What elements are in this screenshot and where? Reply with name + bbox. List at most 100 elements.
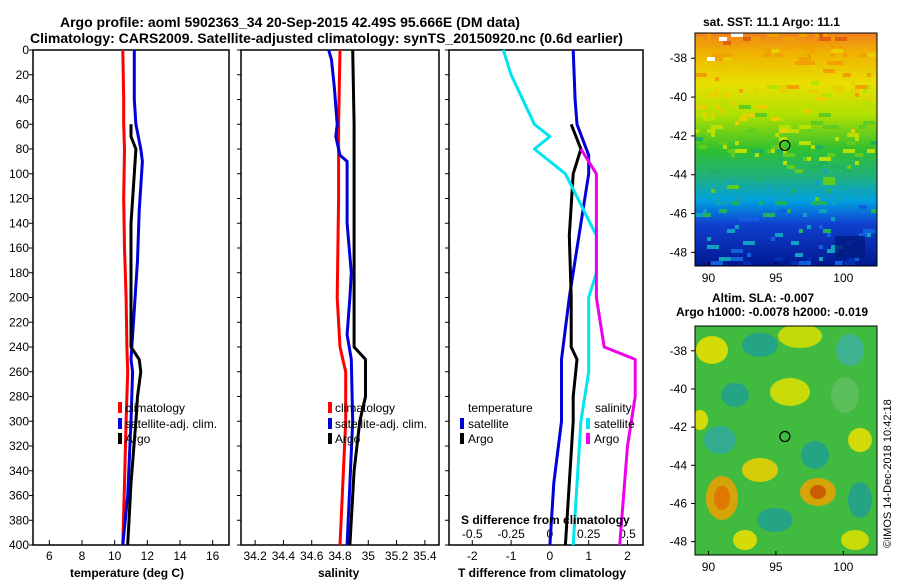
- sst-pixel: [795, 61, 807, 65]
- sla-anomaly: [848, 482, 872, 518]
- sst-pixel: [799, 57, 811, 61]
- s-difference-tick-label: -0.25: [497, 527, 525, 541]
- sst-pixel: [847, 165, 851, 169]
- depth-tick-label: 220: [9, 315, 29, 329]
- series-line-satellite-adj-clim-: [327, 49, 355, 546]
- sst-pixel: [855, 257, 859, 261]
- temperature-legend: climatology satellite-adj. clim. Argo: [118, 401, 217, 446]
- legend-label-climatology: climatology: [335, 401, 395, 415]
- sst-pixel: [779, 125, 791, 129]
- legend-swatch-t-satellite: [460, 418, 464, 429]
- legend-swatch-t-argo: [460, 433, 464, 444]
- sst-pixel: [719, 257, 731, 261]
- sst-pixel: [851, 129, 855, 133]
- legend-label-argo: Argo: [335, 432, 361, 446]
- depth-tick-label: 0: [22, 43, 29, 57]
- sst-pixel: [863, 229, 875, 233]
- sst-pixel: [855, 93, 859, 97]
- sst-pixel: [783, 45, 791, 49]
- lat-tick-label: -44: [670, 458, 688, 472]
- sst-pixel: [831, 45, 835, 49]
- sst-pixel: [703, 213, 711, 217]
- sla-anomaly: [742, 458, 778, 482]
- sst-pixel: [831, 201, 835, 205]
- sst-pixel: [819, 37, 831, 41]
- lat-tick-label: -38: [670, 344, 688, 358]
- sst-pixel: [719, 37, 727, 41]
- legend-swatch-argo: [328, 433, 332, 444]
- difference-series: [501, 49, 637, 546]
- sst-pixel: [731, 249, 743, 253]
- sst-pixel: [799, 261, 811, 265]
- argo-location-marker: [779, 430, 791, 443]
- sst-pixel: [855, 85, 867, 89]
- sst-pixel: [707, 237, 711, 241]
- x-tick-label: 34.6: [300, 549, 324, 563]
- sst-pixel: [819, 161, 827, 165]
- sst-pixel: [779, 209, 787, 213]
- sst-pixel: [779, 197, 783, 201]
- sst-pixel: [851, 89, 859, 93]
- sst-pixel: [739, 89, 743, 93]
- sst-pixel: [863, 89, 867, 93]
- sst-pixel: [787, 129, 799, 133]
- legend-swatch-satellite: [328, 418, 332, 429]
- legend-label-t-argo: Argo: [468, 432, 494, 446]
- sst-pixel: [779, 137, 787, 141]
- sla-map-frame: [694, 325, 878, 556]
- sla-map-title: Altim. SLA: -0.007: [712, 291, 814, 305]
- x-tick-label: 35: [362, 549, 376, 563]
- depth-tick-labels: 0 20 40 60 80 100 120 140 160 180 200 220 240 260 280 3…: [9, 43, 449, 552]
- sst-pixel: [727, 229, 735, 233]
- sst-pixel: [795, 169, 803, 173]
- sst-pixel: [739, 117, 747, 121]
- sst-pixel: [703, 117, 715, 121]
- sst-pixel: [707, 93, 719, 97]
- depth-tick-label: 200: [9, 291, 29, 305]
- sla-anomaly: [733, 530, 757, 550]
- sst-pixel: [735, 141, 739, 145]
- x-tick-label: 1: [585, 549, 592, 563]
- x-tick-label: 0: [547, 549, 554, 563]
- depth-tick-label: 180: [9, 266, 29, 280]
- sst-pixel: [859, 53, 871, 57]
- x-tick-label: 10: [108, 549, 122, 563]
- sla-map-subtitle: Argo h1000: -0.0078 h2000: -0.019: [676, 305, 868, 319]
- sst-map-latitude-labels: -38 -40 -42 -44 -46 -48: [670, 51, 695, 259]
- sst-pixel: [711, 113, 715, 117]
- sst-pixel: [767, 185, 771, 189]
- sst-pixel: [819, 209, 827, 213]
- sst-pixel: [855, 157, 859, 161]
- sst-pixel: [751, 37, 759, 41]
- lat-tick-label: -42: [670, 129, 688, 143]
- sst-pixel: [823, 69, 835, 73]
- sst-pixel: [715, 105, 719, 109]
- sst-pixel: [735, 197, 743, 201]
- sst-pixel: [771, 145, 783, 149]
- sst-cold-patch: [835, 236, 865, 258]
- lat-tick-label: -48: [670, 535, 688, 549]
- lat-tick-label: -44: [670, 168, 688, 182]
- series-line-temperature-satellite: [548, 49, 591, 546]
- sst-pixel: [807, 225, 811, 229]
- sla-anomaly: [770, 378, 810, 406]
- lat-tick-label: -42: [670, 420, 688, 434]
- credit-text: ©IMOS 14-Dec-2018 10:42:18: [882, 399, 894, 548]
- lat-tick-label: -40: [670, 382, 688, 396]
- sst-pixel: [831, 49, 843, 53]
- difference-panel: -2 -1 0 1 2 -0.5 -0.25 0 0.25 0.5 S difference f…: [448, 49, 644, 580]
- sst-pixel: [771, 237, 775, 241]
- sst-pixel: [807, 57, 811, 61]
- sst-pixel: [831, 165, 843, 169]
- sst-pixel: [811, 121, 823, 125]
- salinity-legend: climatology satellite-adj. clim. Argo: [328, 401, 427, 446]
- sst-pixel: [827, 153, 835, 157]
- sst-pixel: [755, 89, 759, 93]
- sst-pixel: [719, 141, 727, 145]
- salinity-panel: 34.2 34.4 34.6 34.8 35 35.2 35.4 salinity clim…: [240, 49, 440, 580]
- sla-map-longitude-labels: 90 95 100: [702, 551, 854, 574]
- sla-anomaly: [757, 508, 793, 532]
- sst-pixel: [823, 229, 831, 233]
- sst-pixel: [791, 189, 795, 193]
- sst-pixel: [843, 169, 851, 173]
